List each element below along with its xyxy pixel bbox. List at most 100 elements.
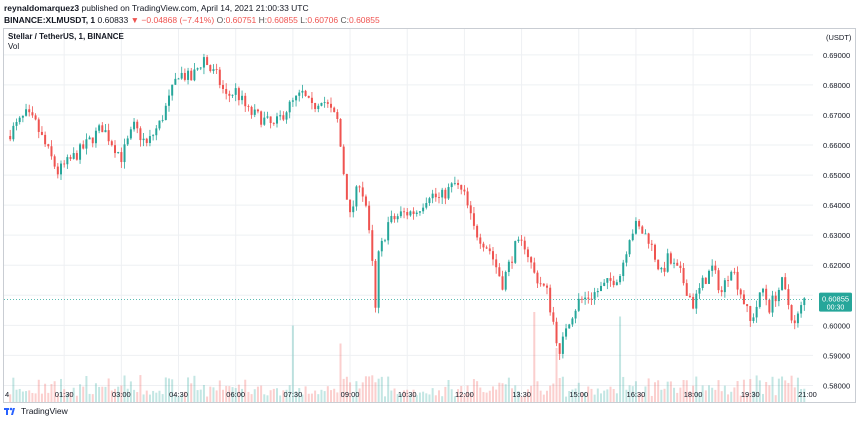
volume-bar	[641, 394, 644, 402]
candle-body	[158, 120, 161, 129]
volume-bar	[120, 385, 123, 402]
candle-body	[752, 317, 755, 321]
volume-bar	[457, 389, 460, 402]
volume-bar	[368, 376, 371, 402]
volume-bar	[171, 379, 174, 402]
volume-bar	[44, 383, 47, 402]
time-tick-label: 21:00	[798, 390, 817, 399]
candle-body	[301, 90, 304, 93]
candle-body	[437, 197, 440, 199]
candle-body	[491, 251, 494, 260]
candle-body	[247, 106, 250, 108]
volume-bar	[361, 382, 364, 402]
candle-body	[580, 298, 583, 300]
publish-header: reynaldomarquez3 published on TradingVie…	[4, 3, 309, 14]
candle-body	[374, 260, 377, 308]
candle-body	[37, 119, 40, 132]
candle-body	[393, 215, 396, 220]
volume-bar	[345, 376, 348, 402]
time-axis[interactable]: 4 01:30 03:00 04:30 06:00 07:30 09:00 10:30 12:0…	[5, 390, 817, 399]
footer-brand[interactable]: TradingView	[4, 406, 68, 416]
volume-bar	[317, 394, 320, 402]
volume-bar	[399, 393, 402, 402]
candle-body	[406, 212, 409, 216]
candle-body	[647, 233, 650, 244]
volume-bar	[790, 375, 793, 402]
candle-body	[196, 68, 199, 70]
volume-bar	[479, 387, 482, 402]
candle-body	[638, 220, 641, 227]
candle-body	[711, 265, 714, 271]
candle-body	[606, 278, 609, 283]
candle-body	[234, 88, 237, 95]
volume-bar	[415, 395, 418, 402]
volume-bar	[314, 390, 317, 402]
volume-bar	[520, 396, 523, 402]
volume-bar	[59, 378, 62, 402]
volume-bar	[695, 376, 698, 402]
price-tick-label: 0.66000	[823, 141, 850, 150]
candle-body	[568, 324, 571, 329]
candle-body	[771, 295, 774, 313]
volume-bar	[250, 394, 253, 402]
candle-body	[152, 135, 155, 137]
candle-body	[320, 102, 323, 106]
volume-bar	[212, 387, 215, 402]
volume-bar	[441, 396, 444, 402]
ticker-line: BINANCE:XLMUSDT, 1 0.60833 ▼ −0.04868 (−…	[4, 15, 380, 26]
volume-bar	[91, 394, 94, 402]
candle-body	[688, 295, 691, 297]
time-tick-label: 13:30	[512, 390, 531, 399]
time-tick-label: 01:30	[55, 390, 74, 399]
author-name[interactable]: reynaldomarquez3	[4, 3, 80, 13]
candle-body	[774, 295, 777, 302]
candle-body	[612, 280, 615, 286]
price-axis[interactable]: 0.580000.590000.600000.610000.620000.630…	[823, 33, 852, 390]
volume-bar	[85, 375, 88, 402]
candle-body	[453, 182, 456, 184]
volume-bar	[234, 388, 237, 402]
volume-bar	[660, 389, 663, 402]
volume-bar	[498, 382, 501, 402]
volume-bar	[190, 383, 193, 402]
candle-body	[526, 249, 529, 258]
candle-body	[66, 157, 69, 165]
volume-bar	[406, 389, 409, 402]
candle-body	[577, 298, 580, 311]
time-tick-label: 06:00	[226, 390, 245, 399]
time-tick-label: 10:30	[398, 390, 417, 399]
chart-legend: Stellar / TetherUS, 1, BINANCE Vol	[8, 32, 124, 52]
volume-bar	[98, 386, 101, 402]
candle-body	[355, 186, 358, 207]
candle-body	[333, 107, 336, 113]
volume-bar	[707, 385, 710, 402]
candle-body	[364, 196, 367, 206]
volume-bar	[206, 396, 209, 402]
volume-bar	[450, 389, 453, 402]
time-tick-label: 15:00	[569, 390, 588, 399]
candle-body	[749, 306, 752, 321]
chart-frame[interactable]	[3, 28, 856, 403]
candle-body	[800, 305, 803, 314]
volume-bar	[247, 391, 250, 402]
volume-bar	[676, 392, 679, 402]
last-price-label: 0.60855	[822, 295, 849, 304]
candle-body	[110, 141, 113, 146]
volume-bar	[517, 390, 520, 402]
volume-bar	[199, 389, 202, 402]
volume-bar	[615, 393, 618, 402]
volume-bar	[603, 390, 606, 402]
candle-body	[717, 270, 720, 291]
volume-bar	[244, 379, 247, 402]
candle-body	[199, 67, 202, 69]
candle-body	[587, 297, 590, 299]
volume-bar	[374, 382, 377, 402]
close-label: C:	[340, 15, 349, 25]
candle-body	[377, 251, 380, 308]
candle-body	[412, 211, 415, 214]
candle-body	[539, 283, 542, 285]
candle-body	[298, 92, 301, 96]
candle-body	[517, 239, 520, 242]
volume-bar	[279, 395, 282, 402]
